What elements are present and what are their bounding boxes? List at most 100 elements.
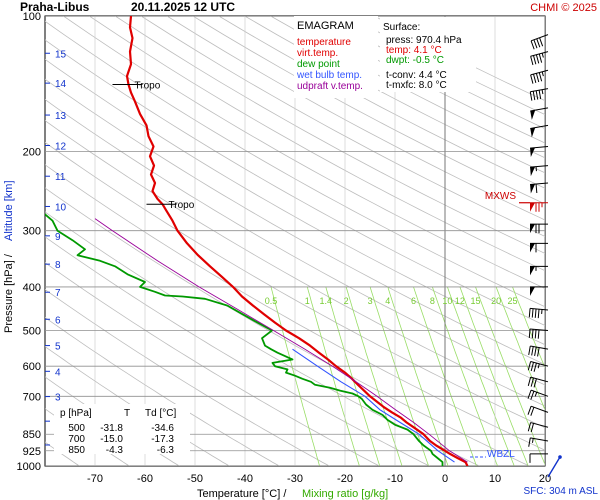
dry-adiabat-line	[63, 16, 545, 289]
mixing-ratio-line	[512, 286, 545, 369]
wind-barb	[527, 422, 549, 433]
mixing-ratio-line	[345, 286, 403, 466]
pressure-tick-label: 850	[23, 429, 41, 441]
table-cell: -4.3	[106, 445, 124, 456]
wind-barb-flag	[539, 37, 544, 47]
wind-barb	[530, 182, 549, 194]
wind-barb-flag	[528, 308, 531, 318]
wind-barb-pennant	[530, 166, 536, 177]
altitude-tick-label: 14	[55, 79, 67, 90]
wind-barb-flag	[528, 437, 531, 447]
wind-barb-flag	[533, 55, 537, 65]
wind-barb-flag	[537, 347, 540, 357]
wind-barb-pennant	[530, 243, 535, 253]
table-cell: 700	[68, 434, 85, 445]
wind-barb-pennant	[530, 266, 535, 276]
table-header-td: Td [°C]	[145, 408, 176, 419]
surface-dwpt: dwpt: -0.5 °C	[386, 55, 444, 66]
pressure-tick-label: 100	[23, 11, 41, 23]
dry-adiabat-line	[45, 58, 545, 346]
wind-barb-flag	[530, 362, 534, 372]
surface-wind-dot	[558, 455, 562, 459]
legend-title: EMAGRAM	[297, 20, 354, 32]
wind-barb-flag	[533, 362, 537, 372]
x-axis-title-mixing: Mixing ratio [g/kg]	[302, 488, 388, 500]
mixing-ratio-line	[432, 286, 498, 466]
pressure-tick-label: 200	[23, 146, 41, 158]
wind-barb-layer	[527, 34, 562, 478]
wind-barb	[530, 242, 548, 253]
pressure-tick-label: 400	[23, 282, 41, 294]
table-cell: 500	[68, 423, 85, 434]
surface-box: Surface: press: 970.4 hPa temp: 4.1 °C d…	[380, 17, 476, 92]
station-title: Praha-Libus	[20, 0, 90, 14]
wbzl-label: WBZL	[487, 449, 515, 460]
altitude-tick-label: 15	[55, 49, 67, 60]
mixing-ratio-tick-label: 10	[442, 296, 452, 306]
wind-barb-pennant	[530, 224, 535, 234]
y-axis-title: Pressure [hPa] /	[3, 253, 15, 333]
wind-barb	[530, 265, 548, 276]
mixing-ratio-tick-label: 6	[411, 296, 416, 306]
grid-layer	[45, 16, 545, 466]
altitude-tick-label: 6	[55, 315, 61, 326]
temperature-tick-label: -10	[387, 473, 403, 485]
surface-temp: temp: 4.1 °C	[386, 45, 442, 56]
wind-barb	[528, 345, 549, 357]
table-cell: 850	[68, 445, 85, 456]
wind-barb-staff	[530, 107, 549, 112]
dry-adiabat-line	[45, 20, 545, 308]
altitude-tick-label: 8	[55, 260, 61, 271]
altitude-tick-label: 5	[55, 342, 61, 353]
wind-barb-flag	[527, 377, 532, 386]
dry-adiabat-line	[114, 16, 545, 254]
pressure-tick-label: 700	[23, 391, 41, 403]
wind-barb	[530, 202, 548, 212]
wind-barb-flag	[530, 74, 534, 84]
wind-barb	[528, 307, 549, 319]
wind-barb	[530, 69, 549, 84]
wind-barb-flag	[531, 329, 534, 339]
altitude-tick-label: 3	[55, 393, 61, 404]
surface-title: Surface:	[383, 22, 420, 33]
series-dew-point-line	[45, 213, 444, 466]
mixing-ratio-tick-label: 8	[430, 296, 435, 306]
legend-item-temperature: temperature	[297, 37, 351, 48]
wind-barb	[530, 107, 549, 120]
wind-barb-flag	[535, 54, 540, 64]
wind-barb	[529, 88, 549, 101]
dry-adiabat-line	[140, 16, 545, 237]
wind-barb-flag	[534, 329, 537, 339]
altitude-tick-label: 11	[55, 172, 66, 183]
altitude-tick-label: 7	[55, 288, 61, 299]
wind-barb-flag	[533, 378, 537, 388]
wind-barb-flag	[535, 73, 540, 83]
wind-barb-flag	[530, 390, 535, 400]
sfc-label: SFC: 304 m ASL	[524, 486, 599, 497]
wind-barb	[527, 361, 549, 372]
wind-barb-pennant	[530, 286, 535, 296]
table-header-t: T	[124, 408, 130, 419]
pressure-tick-label: 600	[23, 361, 41, 373]
legend-item-updraft: udpraft v.temp.	[297, 81, 363, 92]
mixing-ratio-tick-label: 25	[507, 296, 517, 306]
surface-tconv: t-conv: 4.4 °C	[386, 70, 447, 81]
surface-wind-line	[547, 456, 561, 478]
wind-barb	[527, 389, 549, 400]
wind-barb	[530, 34, 549, 50]
table-cell: -31.8	[100, 423, 123, 434]
dry-adiabat-line	[89, 16, 545, 272]
wind-barb	[529, 453, 548, 463]
dry-adiabat-line	[166, 16, 545, 221]
wind-barb-half-flag	[531, 438, 534, 443]
temperature-tick-label: 0	[442, 473, 448, 485]
wind-barb-flag	[532, 91, 536, 101]
pressure-tick-label: 300	[23, 226, 41, 238]
wind-barb	[528, 437, 549, 447]
wind-barb-flag	[527, 361, 532, 371]
wind-barb-flag	[538, 90, 542, 100]
wind-barb-pennant	[530, 202, 535, 212]
wind-barb-flag	[535, 90, 539, 100]
pressure-tick-label: 500	[23, 326, 41, 338]
